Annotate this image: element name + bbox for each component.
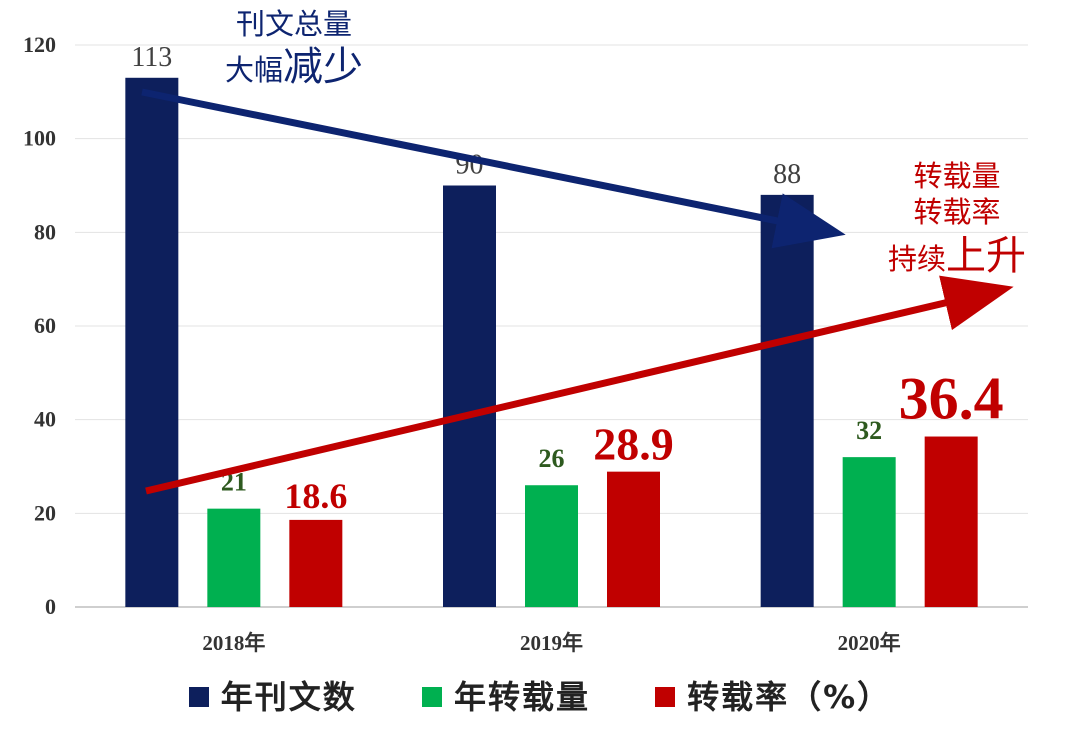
legend-item-reprints: 年转载量 [421, 672, 590, 718]
bar-reprints-2019年 [525, 485, 578, 607]
bar-articles-2020年 [760, 194, 814, 607]
bar-reprints-2018年 [207, 508, 261, 607]
data-label-rate: 28.9 [593, 419, 674, 470]
legend-swatch-rate [655, 687, 676, 707]
legend-label-rate: 转载率（%） [687, 678, 892, 716]
chart-legend: 年刊文数 年转载量 转载率（%） [0, 672, 1080, 718]
y-tick-label: 100 [23, 126, 56, 151]
y-tick-label: 120 [23, 32, 56, 57]
data-label-articles: 88 [773, 159, 801, 190]
bar-articles-2018年 [125, 77, 179, 608]
legend-item-articles: 年刊文数 [188, 672, 357, 718]
bar-rate-2020年 [924, 436, 978, 607]
y-tick-label: 20 [34, 500, 56, 525]
legend-label-articles: 年刊文数 [220, 678, 357, 716]
data-label-articles: 113 [131, 42, 172, 73]
increase-annotation-line1: 转载量 [913, 159, 1001, 193]
data-label-reprints: 32 [856, 416, 882, 445]
decrease-trend-arrow [141, 88, 846, 249]
legend-label-reprints: 年转载量 [453, 678, 590, 716]
decrease-annotation: 刊文总量 大幅减少 [225, 6, 363, 92]
increase-annotation-line3: 持续上升 [888, 232, 1027, 279]
y-tick-label: 40 [34, 407, 56, 432]
legend-swatch-reprints [421, 687, 442, 707]
increase-annotation-line2: 转载率 [913, 195, 1001, 230]
bar-rate-2018年 [289, 519, 343, 607]
y-tick-label: 80 [34, 219, 56, 244]
legend-item-rate: 转载率（%） [655, 672, 891, 718]
increase-annotation: 转载量 转载率 持续上升 [888, 158, 1026, 281]
decrease-annotation-line1: 刊文总量 [236, 7, 353, 41]
x-tick-label: 2018年 [202, 631, 265, 655]
data-label-rate: 18.6 [284, 476, 347, 516]
x-tick-label: 2019年 [520, 631, 583, 655]
x-tick-label: 2020年 [838, 631, 901, 655]
legend-swatch-articles [188, 687, 209, 707]
bar-rate-2019年 [607, 471, 660, 607]
increase-trend-arrow [145, 275, 1014, 495]
bar-articles-2019年 [443, 185, 496, 607]
y-tick-label: 0 [45, 594, 56, 619]
data-label-reprints: 26 [539, 444, 565, 473]
data-label-rate: 36.4 [899, 366, 1004, 432]
decrease-annotation-line2: 大幅减少 [225, 44, 364, 91]
bar-reprints-2020年 [842, 457, 896, 607]
y-tick-label: 60 [34, 313, 56, 338]
